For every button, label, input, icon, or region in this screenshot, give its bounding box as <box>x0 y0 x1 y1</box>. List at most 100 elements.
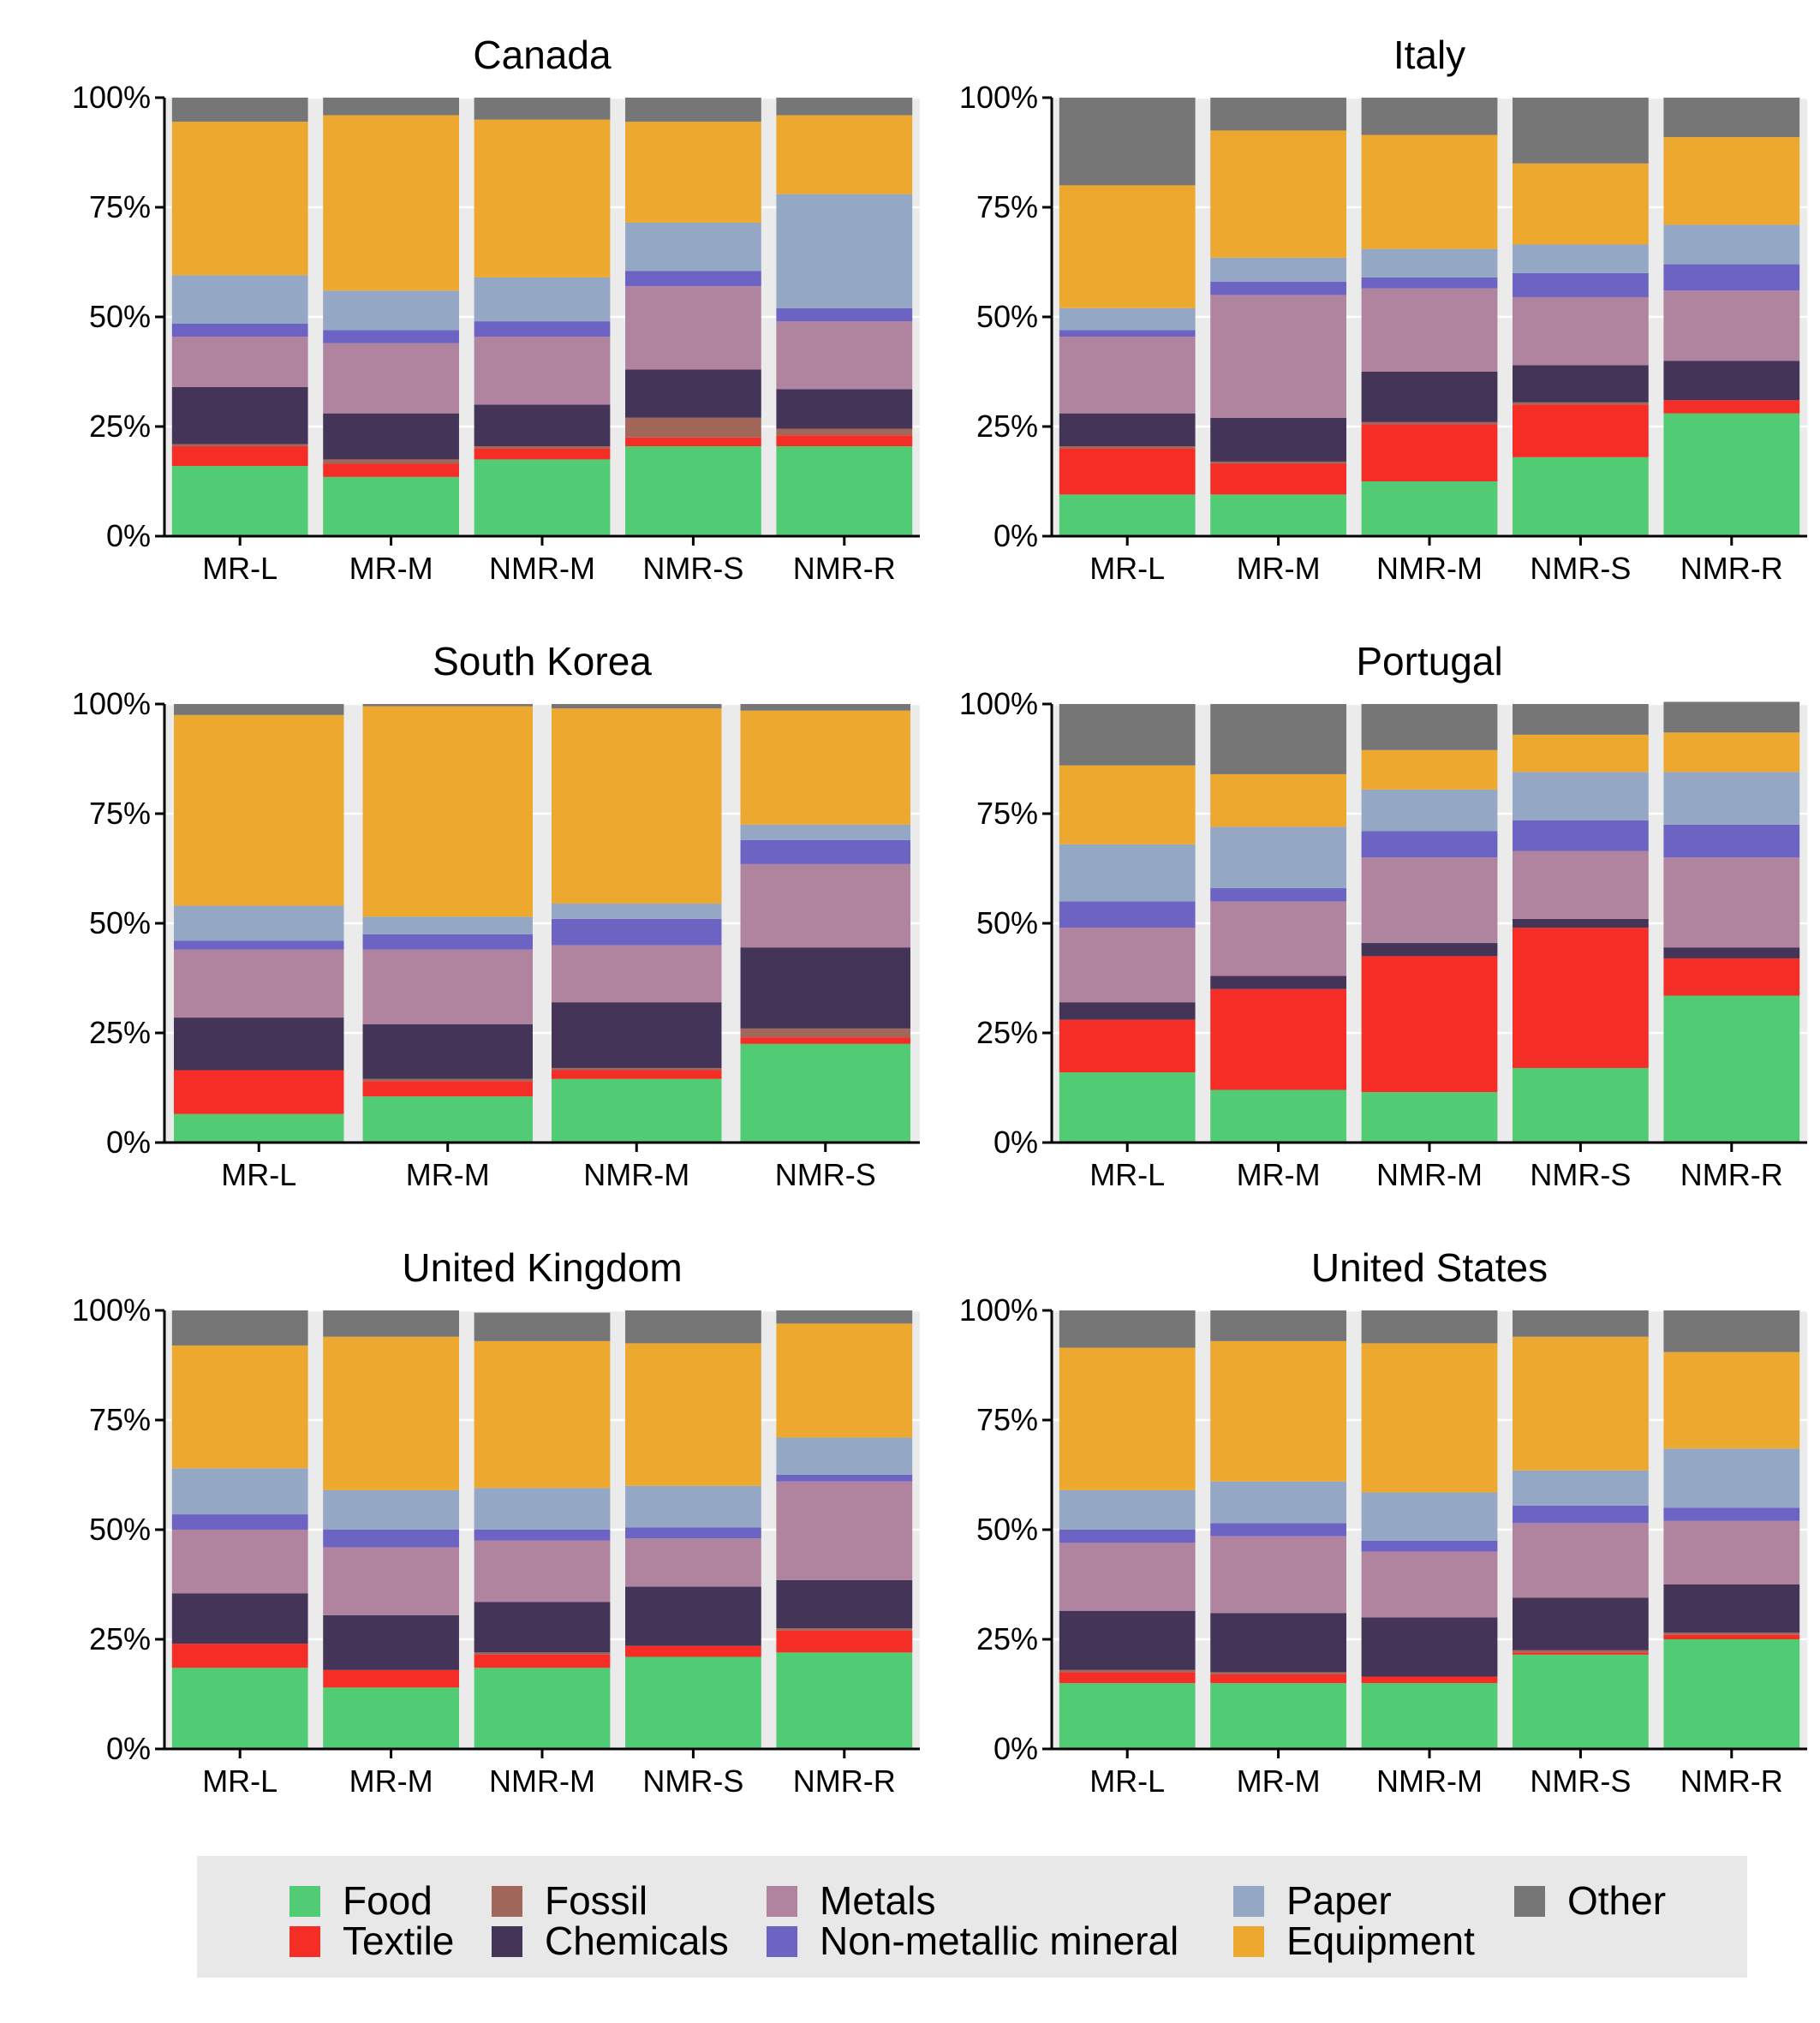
bar-segment-food-nmr-r: Food — NMR-R: 33.5% <box>1663 995 1800 1143</box>
bar-segment-other-nmr-r: Other — NMR-R: 4% <box>776 98 913 116</box>
bar-segment-equipment-mr-l: Equipment — MR-L: 43.5% <box>174 714 344 906</box>
bar-segment-paper-nmr-s: Paper — NMR-S: 11% <box>1513 772 1649 821</box>
bar-segment-textile-nmr-r: Textile — NMR-R: 2.5% <box>776 435 913 447</box>
bar-segment-textile-mr-m: Textile — MR-M: 23% <box>1210 988 1346 1090</box>
bar-stack-nmr-s: Food — NMR-S: 21.5%Textile — NMR-S: 0.5%… <box>1513 1310 1649 1749</box>
bar-segment-non-metallic-mineral-mr-l: Non-metallic mineral — MR-L: 1.5% <box>1059 330 1196 337</box>
x-tick-label-nmr-s: NMR-S <box>1530 551 1631 586</box>
bar-segment-fossil-nmr-r: Fossil — NMR-R: 1.5% <box>776 428 913 436</box>
bar-stack-nmr-s: Food — NMR-S: 21%Textile — NMR-S: 2.5%Ch… <box>625 1310 761 1749</box>
y-tick-label: 25% <box>976 1015 1038 1050</box>
bar-segment-textile-nmr-s: Textile — NMR-S: 32% <box>1513 928 1649 1068</box>
bar-segment-metals-nmr-m: Metals — NMR-M: 19% <box>1361 288 1498 372</box>
y-tick-label: 75% <box>89 796 151 831</box>
legend-item-equipment: Equipment <box>1233 1919 1475 1963</box>
legend-label: Chemicals <box>545 1919 729 1963</box>
bar-segment-textile-mr-l: Textile — MR-L: 4.5% <box>171 446 308 467</box>
bar-segment-chemicals-mr-m: Chemicals — MR-M: 10.5% <box>323 413 459 460</box>
bar-segment-fossil-mr-l: Fossil — MR-L: 0.5% <box>1059 1669 1196 1673</box>
bar-stack-nmr-r: Food — NMR-R: 28%Textile — NMR-R: 3%Chem… <box>1663 98 1800 536</box>
bar-stack-mr-m: Food — MR-M: 15%Textile — MR-M: 2%Fossil… <box>1210 1310 1346 1749</box>
x-tick-label-mr-m: MR-M <box>1237 551 1321 586</box>
bar-segment-non-metallic-mineral-mr-m: Non-metallic mineral — MR-M: 3% <box>1210 282 1346 295</box>
bar-segment-paper-nmr-m: Paper — NMR-M: 3.5% <box>552 903 722 919</box>
bar-stack-nmr-m: Food — NMR-M: 18.5%Textile — NMR-M: 3%Fo… <box>474 1312 611 1749</box>
bar-segment-fossil-mr-m: Fossil — MR-M: 0.5% <box>1210 1672 1346 1674</box>
x-tick-label-mr-l: MR-L <box>202 1763 277 1799</box>
x-tick-label-mr-m: MR-M <box>349 1763 433 1799</box>
bar-segment-other-mr-l: Other — MR-L: 8% <box>171 1310 308 1346</box>
bar-segment-non-metallic-mineral-nmr-s: Non-metallic mineral — NMR-S: 5.5% <box>740 839 910 864</box>
y-tick-label: 75% <box>976 189 1038 224</box>
legend-label: Fossil <box>545 1878 647 1923</box>
bar-segment-equipment-nmr-s: Equipment — NMR-S: 8.5% <box>1513 734 1649 773</box>
bar-segment-paper-nmr-r: Paper — NMR-R: 9% <box>1663 224 1800 265</box>
bar-segment-paper-nmr-s: Paper — NMR-S: 9.5% <box>625 1485 761 1528</box>
bar-segment-fossil-nmr-r: Fossil — NMR-R: 0.5% <box>776 1628 913 1631</box>
bar-segment-food-nmr-m: Food — NMR-M: 11.5% <box>1361 1092 1498 1143</box>
bar-segment-paper-mr-m: Paper — MR-M: 9.5% <box>1210 1481 1346 1524</box>
x-tick-label-mr-l: MR-L <box>202 551 277 586</box>
panel-portugal: Food — MR-L: 16%Textile — MR-L: 12%Chemi… <box>959 639 1807 1192</box>
y-tick-label: 0% <box>994 1731 1038 1766</box>
bar-segment-other-nmr-m: Other — NMR-M: 7.5% <box>1361 1310 1498 1344</box>
bar-segment-chemicals-nmr-s: Chemicals — NMR-S: 12% <box>1513 1597 1649 1650</box>
y-tick-label: 75% <box>89 189 151 224</box>
y-tick-label: 50% <box>89 1512 151 1547</box>
bar-segment-non-metallic-mineral-nmr-s: Non-metallic mineral — NMR-S: 7% <box>1513 820 1649 851</box>
bar-stack-nmr-s: Food — NMR-S: 18%Textile — NMR-S: 12%Fos… <box>1513 98 1649 536</box>
y-tick-label: 25% <box>89 1621 151 1656</box>
bar-stack-mr-m: Food — MR-M: 13.5%Textile — MR-M: 3%Foss… <box>323 98 459 536</box>
bar-segment-metals-mr-m: Metals — MR-M: 17% <box>1210 901 1346 976</box>
bar-segment-fossil-nmr-s: Fossil — NMR-S: 4.5% <box>625 417 761 438</box>
bar-stack-nmr-m: Food — NMR-M: 12.5%Textile — NMR-M: 13%F… <box>1361 98 1498 536</box>
bar-stack-mr-l: Food — MR-L: 6.5%Textile — MR-L: 10%Chem… <box>174 704 344 1143</box>
bar-segment-metals-mr-m: Metals — MR-M: 28% <box>1210 295 1346 418</box>
bar-segment-chemicals-nmr-m: Chemicals — NMR-M: 13.5% <box>1361 1617 1498 1677</box>
legend-item-non-metallic-mineral: Non-metallic mineral <box>767 1919 1179 1963</box>
bar-segment-food-mr-l: Food — MR-L: 15% <box>1059 1683 1196 1749</box>
bar-segment-food-mr-m: Food — MR-M: 13.5% <box>323 476 459 536</box>
bar-segment-metals-nmr-r: Metals — NMR-R: 14.5% <box>1663 1520 1800 1584</box>
bar-segment-chemicals-mr-m: Chemicals — MR-M: 12.5% <box>323 1614 459 1670</box>
bar-stack-mr-m: Food — MR-M: 10.5%Textile — MR-M: 3.5%Fo… <box>362 704 533 1143</box>
bar-stack-mr-l: Food — MR-L: 16%Textile — MR-L: 12%Chemi… <box>1059 704 1196 1143</box>
bar-segment-metals-mr-l: Metals — MR-L: 17% <box>1059 928 1196 1003</box>
bar-segment-food-mr-m: Food — MR-M: 14% <box>323 1687 459 1749</box>
bar-segment-food-nmr-m: Food — NMR-M: 14.5% <box>552 1078 722 1143</box>
bar-segment-other-mr-l: Other — MR-L: 5.5% <box>171 98 308 122</box>
x-tick-label-nmr-s: NMR-S <box>642 1763 743 1799</box>
bar-segment-textile-mr-m: Textile — MR-M: 3% <box>323 463 459 477</box>
bar-segment-other-mr-m: Other — MR-M: 4% <box>323 98 459 116</box>
bar-segment-other-nmr-m: Other — NMR-M: 6.5% <box>474 1312 611 1341</box>
y-tick-label: 100% <box>959 80 1038 115</box>
legend-swatch <box>289 1886 320 1917</box>
y-tick-label: 100% <box>72 1292 151 1328</box>
bar-segment-metals-nmr-r: Metals — NMR-R: 16% <box>1663 290 1800 361</box>
bar-segment-non-metallic-mineral-mr-m: Non-metallic mineral — MR-M: 3.5% <box>362 934 533 950</box>
legend-item-other: Other <box>1514 1878 1666 1923</box>
bar-segment-fossil-nmr-s: Fossil — NMR-S: 2% <box>740 1028 910 1038</box>
bar-segment-metals-nmr-s: Metals — NMR-S: 19% <box>625 286 761 370</box>
bar-stack-nmr-m: Food — NMR-M: 11.5%Textile — NMR-M: 31%C… <box>1361 704 1498 1143</box>
bar-segment-textile-mr-l: Textile — MR-L: 10% <box>174 1070 344 1114</box>
legend-swatch <box>492 1926 522 1957</box>
y-tick-label: 50% <box>89 905 151 940</box>
bar-segment-non-metallic-mineral-nmr-r: Non-metallic mineral — NMR-R: 3% <box>776 307 913 322</box>
bar-segment-non-metallic-mineral-nmr-m: Non-metallic mineral — NMR-M: 6% <box>1361 831 1498 858</box>
bar-segment-equipment-mr-m: Equipment — MR-M: 29% <box>1210 130 1346 258</box>
bar-segment-non-metallic-mineral-mr-l: Non-metallic mineral — MR-L: 2% <box>174 940 344 950</box>
bar-segment-non-metallic-mineral-nmr-m: Non-metallic mineral — NMR-M: 6% <box>552 918 722 946</box>
bar-segment-textile-nmr-s: Textile — NMR-S: 2.5% <box>625 1645 761 1657</box>
bar-segment-food-nmr-r: Food — NMR-R: 28% <box>1663 413 1800 536</box>
bar-segment-paper-mr-l: Paper — MR-L: 11% <box>171 275 308 324</box>
bar-stack-mr-m: Food — MR-M: 12%Textile — MR-M: 23%Chemi… <box>1210 704 1346 1143</box>
bar-segment-paper-mr-m: Paper — MR-M: 14% <box>1210 827 1346 889</box>
bar-segment-equipment-nmr-m: Equipment — NMR-M: 44.5% <box>552 708 722 904</box>
bar-segment-chemicals-nmr-r: Chemicals — NMR-R: 2.5% <box>1663 947 1800 958</box>
bar-segment-food-nmr-s: Food — NMR-S: 21% <box>625 1656 761 1749</box>
bar-stack-mr-l: Food — MR-L: 15%Textile — MR-L: 2.5%Foss… <box>1059 1310 1196 1749</box>
bar-segment-food-mr-m: Food — MR-M: 10.5% <box>362 1096 533 1143</box>
bar-segment-chemicals-mr-l: Chemicals — MR-L: 13.5% <box>1059 1610 1196 1670</box>
